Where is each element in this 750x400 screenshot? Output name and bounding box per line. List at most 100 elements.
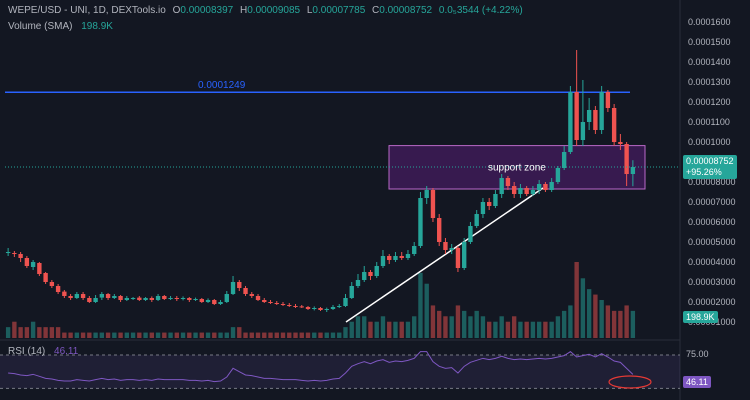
candle-body xyxy=(443,242,448,250)
volume-bar xyxy=(518,321,523,338)
volume-bar xyxy=(343,327,348,338)
volume-bar xyxy=(399,321,404,338)
price-tick-label: 0.0001400 xyxy=(688,57,731,67)
candle-body xyxy=(493,194,498,206)
volume-bar xyxy=(187,332,192,338)
candle-body xyxy=(437,218,442,242)
volume-bar xyxy=(380,316,386,338)
volume-bar xyxy=(299,332,304,338)
price-tick-label: 0.00004000 xyxy=(688,257,736,267)
candle-body xyxy=(80,294,86,298)
volume-bar xyxy=(255,332,261,338)
volume-bar xyxy=(74,332,80,338)
volume-bar xyxy=(224,332,229,338)
price-axis[interactable]: 0.0001600 0.0001500 0.0001400 0.0001300 0.00… xyxy=(688,17,736,327)
volume-bar xyxy=(205,332,211,338)
price-tick-label: 0.0001300 xyxy=(688,77,731,87)
volume-bar xyxy=(543,321,548,338)
candle-body xyxy=(268,302,273,303)
volume-bar xyxy=(12,321,17,338)
price-tick-label: 0.00005000 xyxy=(688,237,736,247)
rsi-panel[interactable] xyxy=(0,351,680,389)
candle-body xyxy=(24,258,30,266)
price-tick-label: 0.00006000 xyxy=(688,217,736,227)
volume-bar xyxy=(62,332,67,338)
candle-body xyxy=(611,108,617,142)
volume-bar xyxy=(212,332,217,338)
volume-bar xyxy=(318,332,323,338)
low-value: 0.00007785 xyxy=(312,5,366,16)
candle-body xyxy=(324,309,329,310)
candle-body xyxy=(105,294,111,298)
candle-body xyxy=(137,297,142,300)
volume-bar xyxy=(105,332,111,338)
volume-bar xyxy=(174,332,179,338)
candle-body xyxy=(368,272,373,276)
candle-body xyxy=(561,152,567,168)
volume-bar xyxy=(287,332,292,338)
candle-body xyxy=(187,298,192,300)
volume-bar xyxy=(137,332,142,338)
high-value: 0.00009085 xyxy=(247,5,301,16)
volume-bar xyxy=(293,332,298,338)
candle-body xyxy=(118,296,123,300)
candle-body xyxy=(87,298,92,302)
rsi-value-tag: 46.11 xyxy=(683,376,711,388)
volume-bar xyxy=(168,332,173,338)
volume-bar xyxy=(280,332,286,338)
volume-bar xyxy=(593,294,598,338)
volume-bar xyxy=(511,316,517,338)
volume-bar xyxy=(549,321,554,338)
volume-bar xyxy=(568,305,573,338)
volume-bar xyxy=(462,310,467,338)
trend-line[interactable] xyxy=(345,187,544,323)
volume-bar xyxy=(43,327,48,338)
volume-bar xyxy=(337,332,342,338)
volume-label: Volume (SMA) xyxy=(8,21,73,32)
candle-body xyxy=(99,294,105,298)
support-zone-label: support zone xyxy=(488,163,546,174)
volume-bar xyxy=(405,321,411,338)
candle-body xyxy=(393,256,398,260)
candle-body xyxy=(599,92,604,130)
candle-body xyxy=(55,286,61,292)
candle-body xyxy=(299,306,304,308)
volume-tag: 198.9K xyxy=(683,311,718,323)
candle-body xyxy=(162,296,167,299)
volume-bar xyxy=(561,310,567,338)
candle-body xyxy=(37,263,42,274)
candle-body xyxy=(230,282,236,294)
volume-bar xyxy=(230,327,236,338)
rsi-header-value: 46.11 xyxy=(54,346,79,357)
candle-body xyxy=(330,307,336,309)
candle-body xyxy=(49,282,55,286)
volume-bar xyxy=(68,332,73,338)
candle-body xyxy=(5,252,11,253)
candle-body xyxy=(205,300,211,302)
volume-bar xyxy=(574,262,579,338)
volume-bar xyxy=(30,321,36,338)
volume-bar xyxy=(180,332,186,338)
volume-bar xyxy=(112,332,117,338)
candle-body xyxy=(305,307,311,309)
high-label: H xyxy=(240,5,248,16)
candle-body xyxy=(455,248,461,268)
volume-bar xyxy=(330,332,336,338)
volume-bar xyxy=(449,316,454,338)
volume-bar xyxy=(193,332,198,338)
volume-bar xyxy=(430,305,436,338)
price-tick-label: 0.00003000 xyxy=(688,277,736,287)
volume-bar xyxy=(524,321,529,338)
volume-bar xyxy=(324,332,329,338)
volume-header: Volume (SMA) 198.9K xyxy=(8,21,113,32)
candle-body xyxy=(530,190,536,194)
rsi-highlight-circle xyxy=(608,375,652,389)
volume-bar xyxy=(437,310,442,338)
volume-bar xyxy=(624,305,629,338)
volume-bar xyxy=(605,305,611,338)
candle-body xyxy=(318,308,323,310)
rsi-band xyxy=(0,355,680,389)
